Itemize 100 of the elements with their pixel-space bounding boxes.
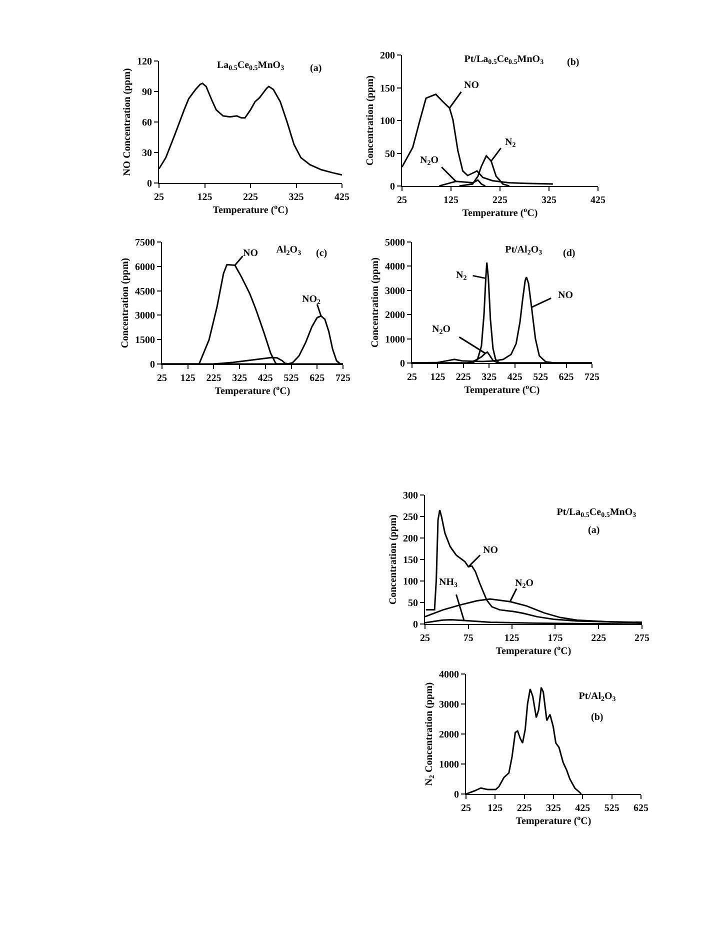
y-tick-label: 150 xyxy=(403,555,418,566)
x-tick-label: 625 xyxy=(634,803,648,814)
y-tick-label: 200 xyxy=(380,50,395,62)
x-tick-label: 225 xyxy=(516,803,532,814)
chart-title: Pt/La$_{0.5}$Ce$_{0.5}$MnO$_{3}$ xyxy=(464,54,544,66)
series-label: N$_{2}$O xyxy=(515,578,534,590)
x-tick-label: 225 xyxy=(591,633,606,644)
y-tick-label: 30 xyxy=(142,148,152,159)
y-tick-label: 0 xyxy=(454,790,459,800)
text: NO xyxy=(464,80,480,91)
y-tick-label: 90 xyxy=(142,87,152,98)
y-tick-label: 50 xyxy=(385,148,395,160)
x-tick-label: 325 xyxy=(542,195,556,206)
text: NO xyxy=(558,290,574,301)
x-tick-label: 625 xyxy=(558,372,574,383)
y-tick-label: 1500 xyxy=(135,335,155,346)
y-tick-label: 250 xyxy=(403,512,418,523)
text: NH$_{3}$ xyxy=(439,577,458,590)
x-tick-label: 725 xyxy=(584,372,600,383)
x-tick-label: 625 xyxy=(310,373,325,384)
x-tick-label: 275 xyxy=(634,633,650,644)
x-tick-label: 25 xyxy=(397,195,407,206)
y-axis-title: NO Concentration (ppm) xyxy=(122,68,133,176)
x-tick-label: 325 xyxy=(288,192,304,203)
y-tick-label: 0 xyxy=(390,182,395,192)
chart-title: Al$_{2}$O$_{3}$ xyxy=(276,244,302,257)
y-tick-label: 0 xyxy=(400,358,405,370)
y-axis-title: Concentration (ppm) xyxy=(365,75,376,166)
annotation: (b) xyxy=(567,57,580,68)
x-tick-label: 225 xyxy=(243,192,258,203)
x-tick-label: 425 xyxy=(575,803,590,814)
y-tick-label: 300 xyxy=(403,490,418,502)
y-tick-label: 0 xyxy=(413,620,418,630)
x-tick-label: 225 xyxy=(456,372,471,383)
text: N$_{2}$O xyxy=(432,324,451,336)
y-tick-label: 3000 xyxy=(385,286,405,297)
y-tick-label: 100 xyxy=(403,576,418,588)
x-axis-title: Temperature ($^{o}$C) xyxy=(462,206,538,220)
y-axis-title: Concentration (ppm) xyxy=(388,514,399,605)
y-tick-label: 2000 xyxy=(439,730,459,740)
x-tick-label: 425 xyxy=(258,373,273,384)
x-tick-label: 525 xyxy=(284,373,299,384)
y-tick-label: 6000 xyxy=(135,262,155,273)
x-tick-label: 125 xyxy=(180,373,196,384)
y-tick-label: 4000 xyxy=(385,262,405,273)
x-tick-label: 225 xyxy=(492,195,508,206)
x-tick-label: 125 xyxy=(504,633,520,644)
x-tick-label: 425 xyxy=(334,192,350,203)
y-tick-label: 7500 xyxy=(135,238,155,248)
y-tick-label: 3000 xyxy=(439,700,459,710)
annotation: (b) xyxy=(591,712,604,723)
chart-title: La$_{0.5}$Ce$_{0.5}$MnO$_{3}$ xyxy=(216,60,285,72)
y-tick-label: 2000 xyxy=(385,310,405,322)
x-tick-label: 525 xyxy=(533,372,548,383)
x-tick-label: 75 xyxy=(463,633,474,644)
annotation: (a) xyxy=(310,63,322,74)
y-tick-label: 120 xyxy=(137,56,152,68)
y-tick-label: 5000 xyxy=(385,238,405,248)
y-tick-label: 100 xyxy=(380,116,395,127)
x-tick-label: 125 xyxy=(430,372,446,383)
y-tick-label: 1000 xyxy=(385,334,405,346)
x-axis-title: Temperature ($^{o}$C) xyxy=(212,203,288,216)
y-tick-label: 3000 xyxy=(135,310,155,322)
y-tick-label: 0 xyxy=(147,178,152,190)
x-tick-label: 325 xyxy=(546,803,561,814)
y-tick-label: 60 xyxy=(142,118,152,128)
y-tick-label: 150 xyxy=(380,83,395,94)
x-tick-label: 225 xyxy=(206,373,222,384)
annotation: (a) xyxy=(588,525,600,536)
chart-title: Pt/Al$_{2}$O$_{3}$ xyxy=(505,244,543,257)
x-axis-title: Temperature ($^{o}$C) xyxy=(214,384,290,398)
series-label: NO xyxy=(483,545,498,556)
y-tick-label: 50 xyxy=(408,598,418,609)
x-tick-label: 125 xyxy=(197,192,212,203)
x-tick-label: 325 xyxy=(482,372,497,383)
legend-label: N$_{2}$ xyxy=(456,270,468,282)
x-axis-title: Temperature ($^{o}$C) xyxy=(496,644,572,658)
x-tick-label: 25 xyxy=(461,803,471,814)
x-tick-label: 425 xyxy=(507,372,522,383)
text: Pt/Al$_{2}$O$_{3}$ xyxy=(578,691,616,704)
x-axis-title: Temperature ($^{o}$C) xyxy=(464,383,540,396)
x-tick-label: 25 xyxy=(157,373,167,384)
x-tick-label: 725 xyxy=(336,373,350,384)
annotation: (c) xyxy=(316,248,328,259)
x-tick-label: 175 xyxy=(548,633,563,644)
y-axis-title: Concentration (ppm) xyxy=(370,257,381,348)
x-tick-label: 25 xyxy=(407,372,417,383)
x-tick-label: 425 xyxy=(590,195,606,206)
y-tick-label: 1000 xyxy=(439,760,459,770)
series-label: N$_{2}$ xyxy=(505,137,516,150)
x-tick-label: 125 xyxy=(444,195,458,206)
y-tick-label: 0 xyxy=(150,360,155,370)
y-axis-title: Concentration (ppm) xyxy=(120,258,131,348)
series-label: N$_{2}$O xyxy=(420,155,439,168)
x-tick-label: 25 xyxy=(420,633,430,644)
y-tick-label: 200 xyxy=(403,534,418,544)
annotation: (d) xyxy=(563,248,576,259)
x-tick-label: 25 xyxy=(154,192,164,203)
y-tick-label: 4500 xyxy=(135,286,155,298)
text: Pt/La$_{0.5}$Ce$_{0.5}$MnO$_{3}$ xyxy=(556,506,637,519)
